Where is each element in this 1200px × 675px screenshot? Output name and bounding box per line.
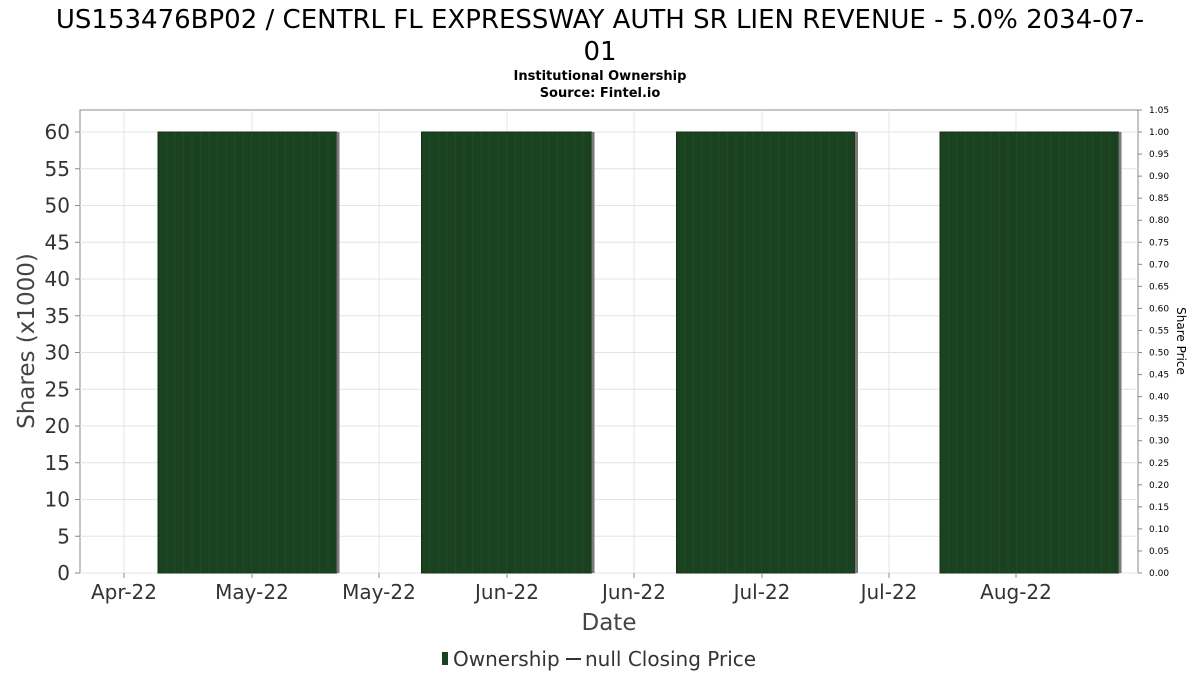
legend-ownership-label: Ownership: [453, 647, 560, 671]
x-tick-label: Jul-22: [732, 580, 791, 604]
ownership-bar-shadow: [1118, 132, 1122, 573]
legend-ownership-swatch: [442, 652, 448, 665]
y2-tick-label: 0.70: [1149, 260, 1169, 270]
y2-tick-label: 1.00: [1149, 128, 1169, 138]
x-tick-label: Jul-22: [859, 580, 918, 604]
y2-tick-label: 0.65: [1149, 282, 1169, 292]
y2-tick-label: 0.05: [1149, 547, 1169, 557]
chart-source: Source: Fintel.io: [540, 86, 661, 101]
y-tick-label: 30: [45, 341, 70, 365]
y2-tick-label: 0.30: [1149, 437, 1169, 447]
y2-tick-label: 0.55: [1149, 326, 1169, 336]
ownership-bars: [157, 131, 1122, 574]
y-tick-label: 15: [45, 451, 70, 475]
y2-tick-label: 0.40: [1149, 393, 1169, 403]
y2-tick-label: 0.80: [1149, 216, 1169, 226]
y2-tick-label: 0.10: [1149, 525, 1169, 535]
y-tick-label: 45: [45, 230, 70, 254]
y2-tick-label: 1.05: [1149, 106, 1169, 116]
y-tick-label: 50: [45, 194, 70, 218]
y2-tick-label: 0.85: [1149, 194, 1169, 204]
y2-tick-label: 0.20: [1149, 481, 1169, 491]
y2-tick-label: 0.35: [1149, 415, 1169, 425]
legend: Ownership null Closing Price: [442, 647, 756, 671]
y2-axis-ticks: 0.00 0.05 0.10 0.15 0.20 0.25 0.30 0.35 0.40 0.45…: [1138, 106, 1169, 579]
y2-tick-label: 0.15: [1149, 503, 1169, 513]
chart-title-line2: 01: [583, 37, 616, 67]
y-tick-label: 5: [57, 524, 70, 548]
x-tick-label: Apr-22: [91, 580, 157, 604]
x-tick-label: Aug-22: [980, 580, 1052, 604]
y-tick-label: 55: [45, 157, 70, 181]
y2-tick-label: 0.00: [1149, 569, 1169, 579]
x-axis-label: Date: [582, 610, 637, 636]
y-tick-label: 20: [45, 414, 70, 438]
ownership-bar-shadow: [591, 132, 595, 573]
ownership-bar: [676, 131, 856, 574]
chart-subtitle: Institutional Ownership: [514, 69, 687, 84]
y-tick-label: 60: [45, 120, 70, 144]
y2-axis-label: Share Price: [1174, 307, 1188, 375]
y2-tick-label: 0.45: [1149, 371, 1169, 381]
legend-closing-price-label: null Closing Price: [585, 647, 756, 671]
y-tick-label: 0: [57, 561, 70, 585]
y-tick-label: 40: [45, 267, 70, 291]
x-tick-label: May-22: [342, 580, 416, 604]
x-axis-ticks: Apr-22 May-22 May-22 Jun-22 Jun-22 Jul-22 Jul-…: [91, 573, 1052, 604]
ownership-bar-shadow: [855, 132, 858, 573]
y-tick-label: 10: [45, 488, 70, 512]
y2-tick-label: 0.50: [1149, 349, 1169, 359]
y-tick-label: 35: [45, 304, 70, 328]
x-tick-label: May-22: [215, 580, 289, 604]
y2-tick-label: 0.60: [1149, 304, 1169, 314]
ownership-bar: [157, 131, 337, 574]
y-tick-label: 25: [45, 377, 70, 401]
y2-tick-label: 0.25: [1149, 459, 1169, 469]
y2-tick-label: 0.95: [1149, 150, 1169, 160]
y2-tick-label: 0.90: [1149, 172, 1169, 182]
y-axis-ticks: 0 5 10 15 20 25 30 35 40 45 50 55 60: [45, 120, 80, 585]
y2-tick-label: 0.75: [1149, 238, 1169, 248]
x-tick-label: Jun-22: [600, 580, 666, 604]
y-axis-label: Shares (x1000): [14, 253, 40, 429]
x-tick-label: Jun-22: [473, 580, 539, 604]
ownership-bar: [939, 131, 1119, 574]
ownership-bar-shadow: [336, 132, 340, 573]
chart-title-line1: US153476BP02 / CENTRL FL EXPRESSWAY AUTH…: [56, 5, 1144, 35]
